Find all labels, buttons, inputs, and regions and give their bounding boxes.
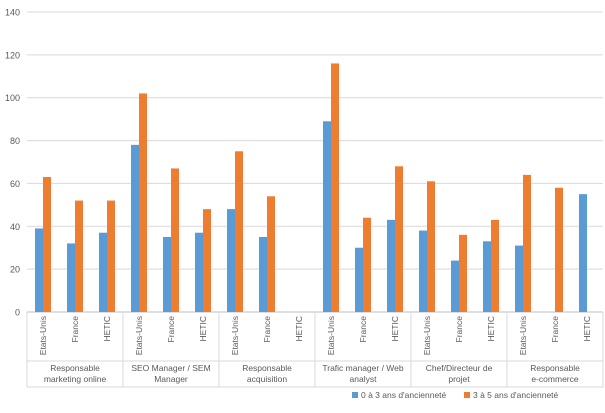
bar-series1 bbox=[227, 209, 235, 312]
x-tick-label: France bbox=[454, 316, 464, 343]
bar-series2 bbox=[523, 174, 531, 312]
bar-series1 bbox=[451, 260, 459, 312]
group-label: SEO Manager / SEM bbox=[131, 363, 210, 373]
legend-label: 3 à 5 ans d'ancienneté bbox=[473, 390, 559, 400]
x-tick-label: HETIC bbox=[102, 316, 112, 342]
bar-series2 bbox=[107, 200, 115, 312]
group-label: projet bbox=[448, 374, 470, 384]
group-label: acquisition bbox=[247, 374, 287, 384]
bar-series2 bbox=[491, 219, 499, 312]
bar-series2 bbox=[139, 93, 147, 312]
y-tick-label: 120 bbox=[5, 50, 20, 60]
bar-series2 bbox=[363, 217, 371, 312]
x-tick-label: Etats-Unis bbox=[230, 316, 240, 355]
bar-series2 bbox=[75, 200, 83, 312]
group-label: Trafic manager / Web bbox=[322, 363, 404, 373]
x-tick-label: HETIC bbox=[582, 316, 592, 342]
x-tick-label: HETIC bbox=[198, 316, 208, 342]
bar-series1 bbox=[483, 241, 491, 312]
bar-series1 bbox=[99, 232, 107, 312]
x-tick-label: Etats-Unis bbox=[134, 316, 144, 355]
bar-series1 bbox=[355, 247, 363, 312]
x-tick-label: France bbox=[358, 316, 368, 343]
y-tick-label: 140 bbox=[5, 8, 20, 18]
bar-series1 bbox=[387, 219, 395, 312]
legend-swatch bbox=[464, 392, 470, 398]
group-label: marketing online bbox=[44, 374, 107, 384]
group-label: Manager bbox=[154, 374, 188, 384]
y-tick-label: 0 bbox=[15, 308, 20, 318]
legend-swatch bbox=[352, 392, 358, 398]
group-label: e-commerce bbox=[531, 374, 579, 384]
bar-series1 bbox=[323, 121, 331, 313]
legend-label: 0 à 3 ans d'ancienneté bbox=[361, 390, 447, 400]
bar-series2 bbox=[427, 181, 435, 312]
x-tick-label: Etats-Unis bbox=[326, 316, 336, 355]
x-tick-label: HETIC bbox=[294, 316, 304, 342]
y-tick-label: 20 bbox=[10, 265, 20, 275]
group-label: analyst bbox=[350, 374, 378, 384]
bar-series2 bbox=[267, 196, 275, 312]
group-label: Responsable bbox=[530, 363, 580, 373]
group-label: Responsable bbox=[242, 363, 292, 373]
bar-series1 bbox=[579, 194, 587, 312]
x-tick-label: France bbox=[166, 316, 176, 343]
group-label: Responsable bbox=[50, 363, 100, 373]
bar-series2 bbox=[43, 177, 51, 312]
y-tick-label: 80 bbox=[10, 136, 20, 146]
bar-series1 bbox=[35, 228, 43, 312]
bar-series1 bbox=[131, 144, 139, 312]
y-tick-label: 40 bbox=[10, 222, 20, 232]
bar-series1 bbox=[419, 230, 427, 312]
group-label: Chef/Directeur de bbox=[426, 363, 493, 373]
bar-series2 bbox=[459, 234, 467, 312]
bar-series2 bbox=[331, 63, 339, 312]
bar-series2 bbox=[171, 168, 179, 312]
x-tick-label: Etats-Unis bbox=[518, 316, 528, 355]
bar-series2 bbox=[235, 151, 243, 312]
bar-series1 bbox=[515, 245, 523, 312]
x-tick-label: Etats-Unis bbox=[422, 316, 432, 355]
bar-series2 bbox=[555, 187, 563, 312]
bar-series2 bbox=[395, 166, 403, 312]
bar-series1 bbox=[163, 237, 171, 312]
bar-series1 bbox=[195, 232, 203, 312]
x-tick-label: France bbox=[550, 316, 560, 343]
bar-series1 bbox=[259, 237, 267, 312]
x-tick-label: HETIC bbox=[486, 316, 496, 342]
x-tick-label: HETIC bbox=[390, 316, 400, 342]
x-tick-label: France bbox=[262, 316, 272, 343]
x-tick-label: Etats-Unis bbox=[38, 316, 48, 355]
y-tick-label: 60 bbox=[10, 179, 20, 189]
x-tick-label: France bbox=[70, 316, 80, 343]
y-tick-label: 100 bbox=[5, 93, 20, 103]
bar-series2 bbox=[203, 209, 211, 312]
bar-series1 bbox=[67, 243, 75, 312]
